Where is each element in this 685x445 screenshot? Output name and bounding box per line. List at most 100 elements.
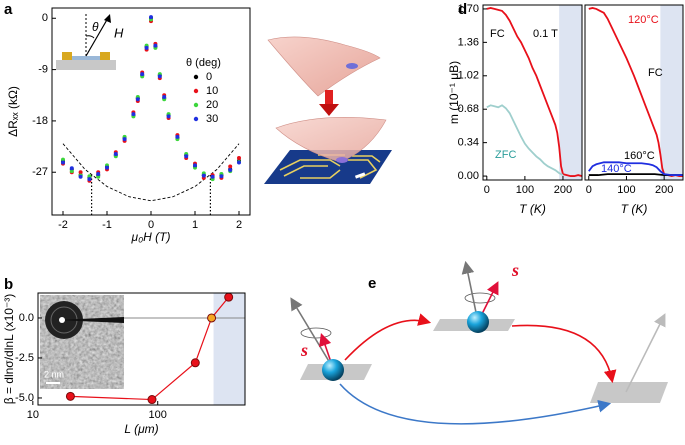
plot-area (486, 5, 582, 180)
data-point (207, 313, 217, 323)
diagram-e: e s s (290, 260, 668, 425)
series-label: ZFC (495, 149, 516, 161)
x-axis-label: μ₀H (T) (131, 230, 171, 244)
series-label: 140°C (601, 163, 632, 175)
data-point (78, 170, 83, 175)
beam-center (59, 317, 65, 323)
y-axis-label: m (10⁻¹ μB) (447, 61, 461, 124)
field-arrow (85, 17, 109, 57)
annotation: FC (648, 67, 663, 79)
path-arrow (511, 324, 617, 384)
x-tick-label: -1 (102, 219, 112, 231)
data-point (210, 174, 215, 179)
plot-area (61, 15, 241, 215)
arrow-shaft (325, 90, 333, 104)
x-tick-label: 10 (27, 409, 39, 421)
contact (62, 52, 72, 60)
x-axis-label: T (K) (519, 202, 546, 216)
angle-label: θ (92, 20, 99, 34)
y-tick-label: 0.00 (458, 170, 479, 182)
sheet (267, 36, 381, 97)
data-point (237, 160, 241, 165)
data-point (140, 72, 145, 77)
field-arrow (625, 313, 666, 393)
beam-stop (56, 317, 124, 323)
y-tick-label: 1.36 (458, 36, 479, 48)
shaded-region (660, 5, 683, 180)
data-point (237, 155, 241, 160)
x-tick-label: 0 (484, 184, 490, 196)
data-point (228, 164, 233, 169)
data-point (219, 174, 224, 179)
y-tick-label: 0.0 (19, 312, 34, 324)
x-tick-label: 200 (655, 184, 673, 196)
precession (300, 327, 332, 339)
data-point (193, 163, 197, 168)
y-tick-label: 0 (42, 12, 48, 24)
flake (336, 157, 348, 163)
data-point (149, 15, 153, 20)
annotation: 0.1 T (533, 28, 558, 40)
x-tick-label: 0 (586, 184, 592, 196)
field-arrow (290, 297, 334, 369)
y-tick-label: 0.68 (458, 103, 479, 115)
data-point (144, 45, 149, 50)
traces (279, 154, 381, 179)
diagram-c: c (264, 36, 392, 184)
legend-title: θ (deg) (186, 57, 221, 69)
x-tick-label: 1 (192, 219, 198, 231)
x-tick-label: 2 (236, 219, 242, 231)
electron (322, 359, 344, 381)
x-tick-label: 100 (617, 184, 635, 196)
data-line (486, 104, 564, 176)
data-point (61, 157, 65, 162)
data-point (201, 173, 206, 178)
sample (68, 56, 104, 60)
spin-label: s (300, 340, 308, 360)
panel-label: d (458, 1, 467, 18)
shaded-region (213, 293, 245, 405)
contact (100, 52, 110, 60)
axes-frame (37, 292, 246, 406)
legend-marker (193, 102, 199, 108)
data-point (162, 94, 167, 99)
plot-area (588, 5, 683, 180)
data-point (87, 177, 92, 182)
substrate (56, 60, 116, 70)
data-line (486, 7, 582, 177)
legend-marker (193, 116, 199, 122)
data-point (113, 151, 118, 156)
y-axis-label: ΔRₓₓ (kΩ) (6, 86, 20, 137)
legend-marker (193, 74, 199, 80)
data-point (96, 171, 101, 176)
panel-label: a (4, 1, 13, 18)
precession (464, 292, 496, 304)
data-point (135, 97, 140, 102)
data-point (166, 114, 171, 119)
data-point (147, 395, 157, 405)
data-point (184, 154, 189, 159)
y-tick-label: -2.5 (15, 352, 34, 364)
y-tick-label: 0.34 (458, 137, 479, 149)
data-point (87, 174, 92, 179)
spin-label: s (511, 260, 519, 280)
series-label: 160°C (624, 150, 655, 162)
data-point (157, 74, 162, 79)
data-line (588, 161, 683, 176)
scale-label: 2 nm (44, 369, 64, 379)
y-tick-label: -27 (32, 166, 48, 178)
field-label: H (114, 25, 124, 40)
x-tick-label: 200 (554, 184, 572, 196)
data-point (78, 174, 83, 179)
series-label: 120°C (628, 14, 659, 26)
angle-arc (85, 35, 95, 39)
fit-curve (62, 143, 240, 202)
y-tick-label: -9 (38, 63, 48, 75)
path-arrow (339, 383, 612, 425)
data-point (131, 112, 136, 117)
data-point (224, 292, 234, 302)
series-label: FC (490, 28, 505, 40)
data-point (69, 166, 74, 171)
y-axis-label: β = dlnσ/dlnL (x10⁻³) (2, 294, 16, 405)
